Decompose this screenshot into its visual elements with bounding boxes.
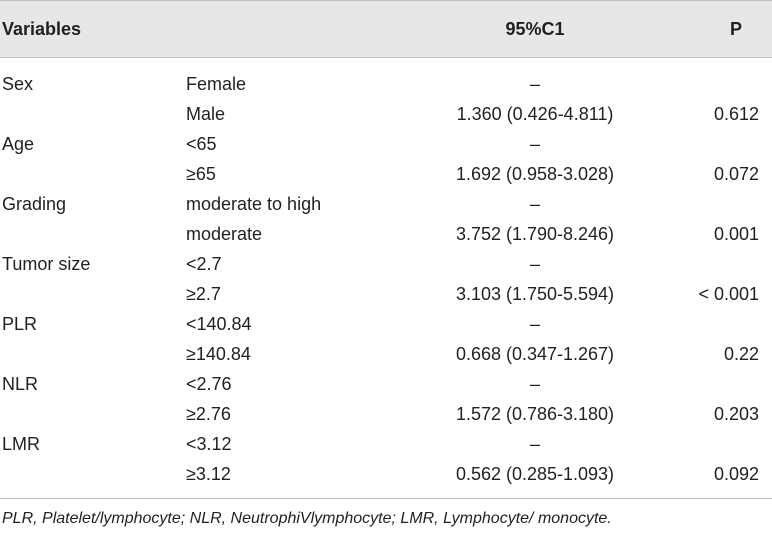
row-ci: 3.752 (1.790-8.246) [455, 224, 615, 244]
row-ci: – [529, 374, 540, 394]
table-row: Tumor size <2.7 – [0, 249, 772, 279]
row-ci: 1.572 (0.786-3.180) [455, 404, 615, 424]
row-ci: 0.668 (0.347-1.267) [455, 344, 615, 364]
row-p-value: 0.072 [713, 164, 759, 184]
table-body: Sex Female – Male 1.360 (0.426-4.811) 0.612 Ag… [0, 69, 772, 489]
row-p-value: 0.092 [713, 464, 759, 484]
row-ci: – [529, 434, 540, 454]
row-variable: Grading [2, 194, 67, 214]
table-row: ≥3.12 0.562 (0.285-1.093) 0.092 [0, 459, 772, 489]
row-variable: PLR [2, 314, 38, 334]
row-variable: Tumor size [2, 254, 91, 274]
table-row: ≥140.84 0.668 (0.347-1.267) 0.22 [0, 339, 772, 369]
row-level: ≥3.12 [186, 464, 231, 484]
table-row: ≥65 1.692 (0.958-3.028) 0.072 [0, 159, 772, 189]
row-ci: – [529, 74, 540, 94]
table-row: Sex Female – [0, 69, 772, 99]
row-variable: NLR [2, 374, 39, 394]
row-ci: – [529, 254, 540, 274]
row-ci: 0.562 (0.285-1.093) [455, 464, 615, 484]
header-p: P [729, 19, 742, 39]
table-bottom-rule [0, 498, 772, 499]
table-row: Age <65 – [0, 129, 772, 159]
row-p-value: < 0.001 [698, 284, 759, 304]
row-variable: Age [2, 134, 35, 154]
row-level: moderate [186, 224, 263, 244]
table-row: NLR <2.76 – [0, 369, 772, 399]
row-level: ≥65 [186, 164, 216, 184]
table-row: ≥2.76 1.572 (0.786-3.180) 0.203 [0, 399, 772, 429]
row-p-value: 0.612 [713, 104, 759, 124]
row-level: ≥2.76 [186, 404, 231, 424]
results-table: Variables 95%C1 P Sex Female – Male 1.360 (0… [0, 0, 772, 489]
table-row: Grading moderate to high – [0, 189, 772, 219]
row-level: <65 [186, 134, 217, 154]
table-header: Variables 95%C1 P [0, 0, 772, 58]
row-level: <140.84 [186, 314, 252, 334]
row-ci: – [529, 134, 540, 154]
table-row: Male 1.360 (0.426-4.811) 0.612 [0, 99, 772, 129]
row-level: moderate to high [186, 194, 322, 214]
table-row: PLR <140.84 – [0, 309, 772, 339]
table-footnote: PLR, Platelet/lymphocyte; NLR, Neutrophi… [2, 510, 612, 527]
row-variable: Sex [2, 74, 34, 94]
row-level: Female [186, 74, 247, 94]
row-ci: – [529, 314, 540, 334]
row-ci: – [529, 194, 540, 214]
table-row: ≥2.7 3.103 (1.750-5.594) < 0.001 [0, 279, 772, 309]
table-row: LMR <3.12 – [0, 429, 772, 459]
row-variable: LMR [2, 434, 41, 454]
row-level: <2.76 [186, 374, 232, 394]
row-level: ≥140.84 [186, 344, 251, 364]
row-level: Male [186, 104, 226, 124]
row-ci: 1.360 (0.426-4.811) [456, 104, 614, 124]
row-level: ≥2.7 [186, 284, 221, 304]
row-p-value: 0.001 [713, 224, 759, 244]
row-p-value: 0.203 [713, 404, 759, 424]
row-level: <3.12 [186, 434, 232, 454]
row-level: <2.7 [186, 254, 222, 274]
header-variables: Variables [2, 19, 82, 39]
table-row: moderate 3.752 (1.790-8.246) 0.001 [0, 219, 772, 249]
row-ci: 1.692 (0.958-3.028) [455, 164, 615, 184]
row-ci: 3.103 (1.750-5.594) [455, 284, 615, 304]
row-p-value: 0.22 [723, 344, 759, 364]
header-ci: 95%C1 [505, 19, 565, 39]
